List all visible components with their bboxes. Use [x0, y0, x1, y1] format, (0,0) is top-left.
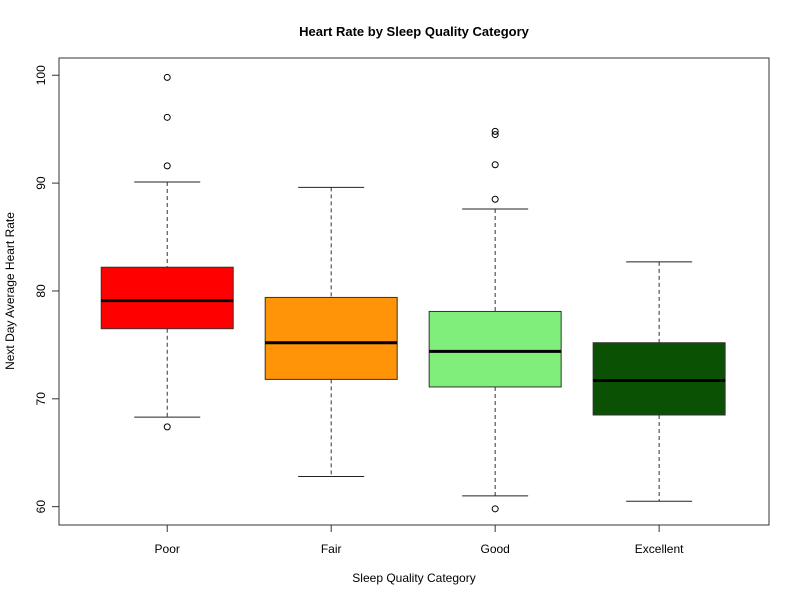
box-poor: Poor: [100, 73, 234, 556]
outlier-point: [491, 505, 499, 513]
x-tick-label: Fair: [321, 542, 342, 556]
iqr-box: [592, 342, 726, 416]
y-axis-label: Next Day Average Heart Rate: [3, 212, 17, 370]
iqr-box: [264, 296, 398, 380]
outlier-point: [163, 73, 171, 81]
y-tick-label: 60: [34, 500, 48, 514]
y-tick-label: 70: [34, 392, 48, 406]
y-tick-label: 100: [34, 65, 48, 85]
y-tick-label: 90: [34, 176, 48, 190]
iqr-box: [428, 310, 562, 388]
box-excellent: Excellent: [592, 261, 726, 556]
x-tick-label: Good: [480, 542, 509, 556]
outlier-point: [491, 127, 499, 135]
plot-frame: [58, 57, 770, 526]
outlier-point: [163, 162, 171, 170]
iqr-box: [100, 266, 234, 330]
outlier-point: [491, 195, 499, 203]
x-tick-label: Poor: [155, 542, 180, 556]
x-axis-label: Sleep Quality Category: [352, 571, 475, 585]
box-fair: Fair: [264, 186, 398, 556]
chart-title: Heart Rate by Sleep Quality Category: [299, 24, 530, 39]
outlier-point: [491, 131, 499, 139]
box-good: Good: [428, 127, 562, 556]
outlier-point: [491, 161, 499, 169]
y-tick-label: 80: [34, 284, 48, 298]
outlier-point: [163, 423, 171, 431]
outlier-point: [163, 113, 171, 121]
x-tick-label: Excellent: [635, 542, 684, 556]
